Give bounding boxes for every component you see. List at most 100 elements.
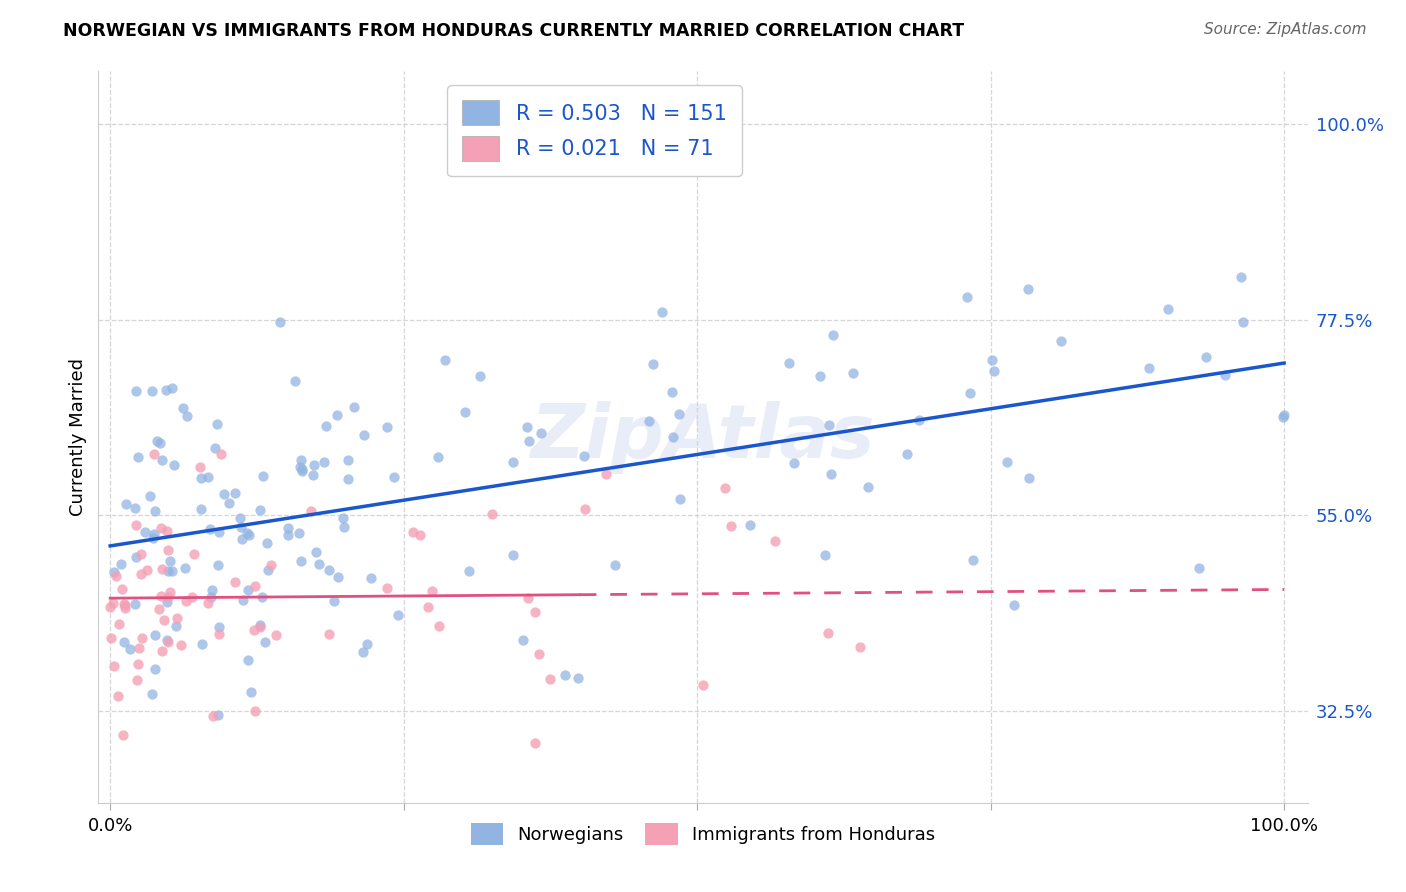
Point: [156, 634, 179, 648]
Point: [156, 524, 179, 539]
Point: [114, 601, 136, 615]
Point: [131, 632, 153, 646]
Point: [136, 563, 159, 577]
Point: [191, 637, 214, 651]
Point: [249, 618, 271, 632]
Point: [983, 364, 1005, 378]
Point: [332, 520, 354, 534]
Point: [100, 631, 122, 645]
Point: [208, 620, 231, 634]
Point: [763, 533, 786, 548]
Point: [108, 616, 131, 631]
Point: [238, 652, 260, 666]
Point: [408, 528, 430, 542]
Point: [661, 385, 683, 400]
Point: [995, 455, 1018, 469]
Point: [856, 480, 879, 494]
Point: [277, 521, 299, 535]
Point: [181, 590, 204, 604]
Point: [420, 584, 443, 599]
Point: [105, 568, 128, 582]
Point: [637, 414, 659, 428]
Point: [190, 502, 212, 516]
Point: [243, 704, 266, 718]
Point: [517, 434, 540, 448]
Point: [572, 450, 595, 464]
Point: [159, 584, 181, 599]
Point: [956, 290, 979, 304]
Point: [318, 627, 340, 641]
Point: [360, 571, 382, 585]
Point: [458, 565, 481, 579]
Point: [145, 504, 167, 518]
Point: [356, 637, 378, 651]
Point: [143, 448, 166, 462]
Point: [481, 507, 503, 521]
Point: [434, 352, 457, 367]
Point: [256, 536, 278, 550]
Point: [714, 481, 737, 495]
Point: [1017, 282, 1039, 296]
Point: [120, 642, 142, 657]
Point: [157, 564, 180, 578]
Point: [249, 503, 271, 517]
Point: [416, 599, 439, 614]
Point: [530, 426, 553, 441]
Point: [150, 562, 173, 576]
Point: [124, 597, 146, 611]
Point: [201, 583, 224, 598]
Point: [176, 409, 198, 423]
Point: [242, 624, 264, 638]
Point: [112, 728, 135, 742]
Point: [190, 460, 212, 475]
Point: [720, 519, 742, 533]
Point: [264, 628, 287, 642]
Legend: Norwegians, Immigrants from Honduras: Norwegians, Immigrants from Honduras: [464, 816, 942, 852]
Point: [1213, 368, 1236, 382]
Point: [814, 549, 837, 563]
Point: [115, 497, 138, 511]
Point: [208, 525, 231, 540]
Point: [669, 491, 692, 506]
Point: [112, 597, 135, 611]
Point: [523, 605, 546, 619]
Point: [155, 384, 177, 398]
Point: [103, 565, 125, 579]
Point: [291, 464, 314, 478]
Point: [183, 547, 205, 561]
Point: [312, 455, 335, 469]
Point: [820, 467, 842, 481]
Point: [134, 525, 156, 540]
Point: [152, 453, 174, 467]
Point: [308, 557, 330, 571]
Point: [818, 417, 841, 432]
Point: [842, 367, 865, 381]
Point: [1232, 316, 1254, 330]
Point: [427, 619, 450, 633]
Point: [156, 543, 179, 558]
Point: [165, 619, 187, 633]
Point: [208, 626, 231, 640]
Point: [302, 458, 325, 473]
Point: [502, 455, 524, 469]
Point: [162, 381, 184, 395]
Point: [110, 582, 132, 596]
Point: [337, 472, 360, 486]
Point: [529, 647, 551, 661]
Point: [252, 468, 274, 483]
Point: [232, 593, 254, 607]
Point: [643, 357, 665, 371]
Point: [470, 369, 492, 384]
Point: [290, 452, 312, 467]
Point: [139, 489, 162, 503]
Point: [112, 634, 135, 648]
Point: [259, 558, 281, 573]
Point: [817, 626, 839, 640]
Point: [981, 352, 1004, 367]
Point: [204, 441, 226, 455]
Point: [145, 662, 167, 676]
Point: [778, 356, 800, 370]
Point: [299, 504, 322, 518]
Text: Source: ZipAtlas.com: Source: ZipAtlas.com: [1204, 22, 1367, 37]
Point: [197, 596, 219, 610]
